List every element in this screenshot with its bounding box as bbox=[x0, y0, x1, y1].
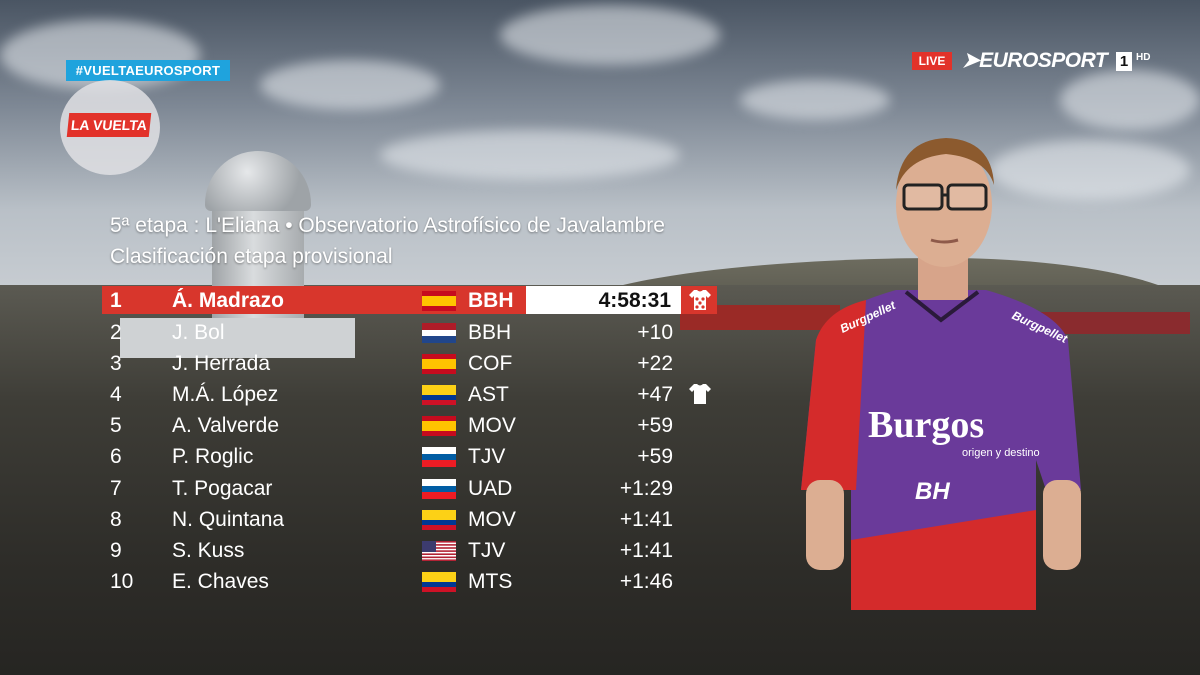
team-code: UAD bbox=[468, 477, 513, 500]
jersey-tagline: origen y destino bbox=[962, 447, 1040, 459]
colombia-flag-icon bbox=[422, 385, 456, 405]
rider-name: N. Quintana bbox=[172, 508, 285, 531]
team-code: MOV bbox=[468, 508, 516, 531]
channel-hd: HD bbox=[1136, 52, 1151, 63]
result-row: 2 J. Bol BBH +10 bbox=[102, 318, 717, 346]
channel-arrow-icon: ➤ bbox=[962, 49, 980, 72]
rider-name: J. Bol bbox=[172, 321, 225, 344]
result-time: +59 bbox=[637, 445, 673, 468]
result-position: 6 bbox=[110, 445, 122, 468]
rider-portrait bbox=[801, 138, 1081, 610]
rider-name: A. Valverde bbox=[172, 414, 279, 437]
result-row: 8 N. Quintana MOV +1:41 bbox=[102, 505, 717, 533]
rider-name: M.Á. López bbox=[172, 383, 279, 406]
jersey-sponsor: BH bbox=[915, 478, 950, 505]
slovenia-flag-icon bbox=[422, 479, 456, 499]
channel-name: EUROSPORT bbox=[979, 49, 1108, 72]
result-position: 10 bbox=[110, 570, 134, 593]
result-time: +47 bbox=[637, 383, 673, 406]
result-row: 6 P. Roglic TJV +59 bbox=[102, 442, 717, 470]
rider-name: Á. Madrazo bbox=[172, 289, 285, 312]
team-code: MOV bbox=[468, 414, 516, 437]
spain-flag-icon bbox=[422, 291, 456, 311]
team-code: BBH bbox=[468, 321, 512, 344]
result-row: 10 E. Chaves MTS +1:46 bbox=[102, 567, 717, 595]
channel-logo: ➤EUROSPORT bbox=[962, 48, 1108, 73]
observatory-building bbox=[120, 318, 355, 358]
cloud bbox=[260, 60, 440, 110]
colombia-flag-icon bbox=[422, 510, 456, 530]
cloud bbox=[740, 80, 890, 120]
polka-dot-jersey-icon bbox=[689, 290, 711, 310]
spain-flag-icon bbox=[422, 416, 456, 436]
channel-number: 1 bbox=[1116, 52, 1132, 71]
result-row: 4 M.Á. López AST +47 bbox=[102, 380, 717, 408]
result-time: +1:46 bbox=[619, 570, 673, 593]
team-code: COF bbox=[468, 352, 513, 375]
cloud bbox=[990, 140, 1190, 200]
white-jersey-icon bbox=[689, 384, 711, 404]
result-row: 1 Á. Madrazo BBH 4:58:31 bbox=[102, 286, 717, 314]
team-code: TJV bbox=[468, 445, 506, 468]
result-position: 3 bbox=[110, 352, 122, 375]
hashtag-badge: #VUELTAEUROSPORT bbox=[66, 60, 230, 81]
stage-title: 5ª etapa : L'Eliana • Observatorio Astro… bbox=[110, 214, 665, 237]
cloud bbox=[500, 5, 720, 65]
result-time: +10 bbox=[637, 321, 673, 344]
result-row: 3 J. Herrada COF +22 bbox=[102, 349, 717, 377]
leader-time-box bbox=[526, 286, 681, 314]
jersey-brand: Burgos bbox=[868, 404, 985, 446]
rider-name: S. Kuss bbox=[172, 539, 245, 562]
team-code: BBH bbox=[468, 289, 514, 312]
cloud bbox=[380, 130, 680, 180]
usa-flag-icon bbox=[422, 541, 456, 561]
team-code: AST bbox=[468, 383, 509, 406]
race-logo: LA VUELTA bbox=[66, 113, 152, 137]
result-position: 8 bbox=[110, 508, 122, 531]
team-code: MTS bbox=[468, 570, 513, 593]
rider-name: J. Herrada bbox=[172, 352, 271, 375]
rider-name: T. Pogacar bbox=[172, 477, 273, 500]
result-time: +1:29 bbox=[619, 477, 673, 500]
slovenia-flag-icon bbox=[422, 447, 456, 467]
result-time: +59 bbox=[637, 414, 673, 437]
result-time: +1:41 bbox=[619, 539, 673, 562]
rider-name: E. Chaves bbox=[172, 570, 269, 593]
result-position: 4 bbox=[110, 383, 122, 406]
red-structure bbox=[1040, 312, 1190, 334]
netherlands-flag-icon bbox=[422, 323, 456, 343]
result-position: 2 bbox=[110, 321, 122, 344]
cloud bbox=[1060, 70, 1200, 130]
result-position: 5 bbox=[110, 414, 122, 437]
result-time: 4:58:31 bbox=[598, 289, 671, 312]
result-row: 9 S. Kuss TJV +1:41 bbox=[102, 536, 717, 564]
result-position: 9 bbox=[110, 539, 122, 562]
result-row: 7 T. Pogacar UAD +1:29 bbox=[102, 474, 717, 502]
spain-flag-icon bbox=[422, 354, 456, 374]
result-position: 7 bbox=[110, 477, 122, 500]
result-time: +22 bbox=[637, 352, 673, 375]
colombia-flag-icon bbox=[422, 572, 456, 592]
result-row: 5 A. Valverde MOV +59 bbox=[102, 411, 717, 439]
rider-name: P. Roglic bbox=[172, 445, 254, 468]
result-position: 1 bbox=[110, 289, 122, 312]
classification-title: Clasificación etapa provisional bbox=[110, 245, 393, 268]
result-time: +1:41 bbox=[619, 508, 673, 531]
team-code: TJV bbox=[468, 539, 506, 562]
live-badge: LIVE bbox=[912, 52, 952, 70]
